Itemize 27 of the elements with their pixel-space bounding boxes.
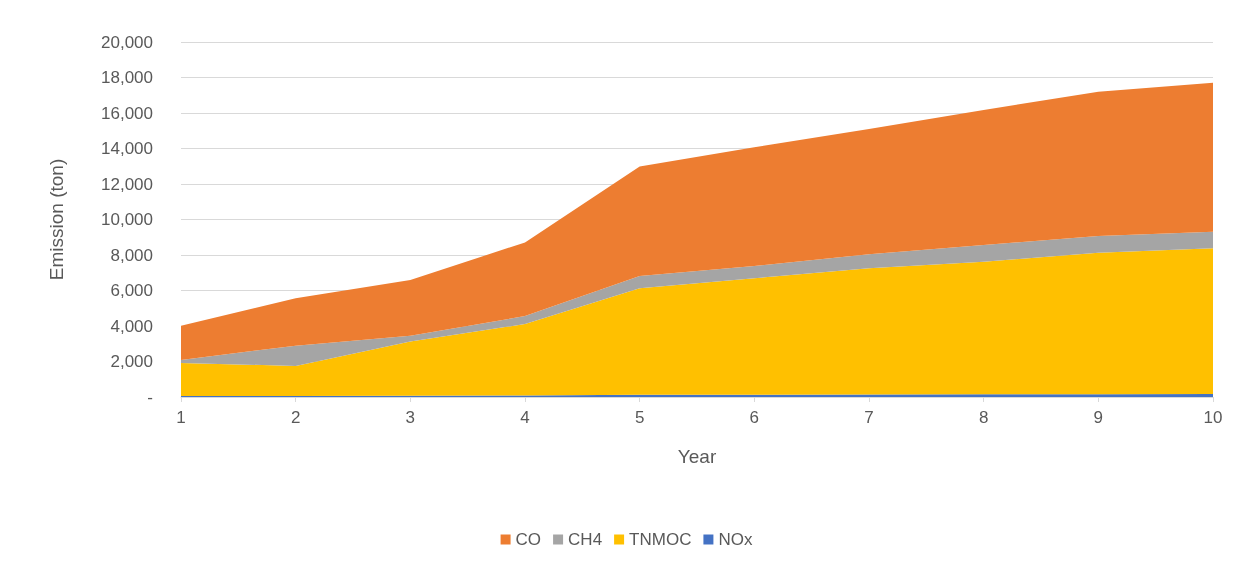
y-axis-title: Emission (ton) <box>46 158 67 281</box>
x-tick-label: 2 <box>290 408 301 427</box>
y-tick-label: 10,000 <box>101 210 153 229</box>
x-tick-label: 1 <box>176 408 186 427</box>
y-tick-label: 14,000 <box>101 139 153 158</box>
y-tick-label: - <box>147 387 153 407</box>
y-tick-label: 6,000 <box>110 281 153 300</box>
y-tick-label: 2,000 <box>110 352 153 371</box>
x-axis-title: Year <box>677 446 717 467</box>
y-tick-label: 4,000 <box>110 316 153 336</box>
y-tick-label: 18,000 <box>101 68 153 87</box>
y-tick-label: 20,000 <box>101 32 153 52</box>
x-tick-label: 9 <box>1093 408 1104 427</box>
y-tick-label: 16,000 <box>101 103 153 123</box>
x-tick-label: 6 <box>749 408 760 427</box>
x-tick-label: 5 <box>634 408 645 427</box>
y-tick-label: 12,000 <box>101 174 153 194</box>
x-tick-label: 8 <box>978 408 989 427</box>
y-tick-label: 8,000 <box>110 245 153 265</box>
x-tick-label: 3 <box>405 408 416 427</box>
legend-label: CO <box>515 530 542 549</box>
x-tick-label: 4 <box>520 408 530 427</box>
legend-label: CH4 <box>568 530 603 549</box>
legend-label: TNMOC <box>629 530 692 549</box>
legend-label: NOx <box>718 530 753 549</box>
x-tick-label: 10 <box>1203 408 1223 427</box>
x-tick-label: 7 <box>864 408 874 427</box>
